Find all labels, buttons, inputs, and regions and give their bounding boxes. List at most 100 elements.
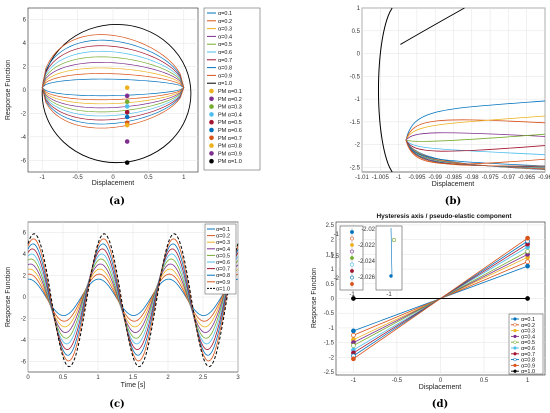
panel-c-legend-label: α=0.5 (216, 253, 230, 259)
panel-a-legend-label: α=0.9 (218, 73, 232, 79)
panel-d-inset2-xtick: -1 (386, 292, 392, 298)
panel-a-ytick: -2 (21, 111, 27, 117)
panel-b-series-curve (405, 132, 546, 141)
panel-d-legend-marker (513, 352, 517, 356)
panel-b-xtick: -0.965 (518, 175, 536, 181)
panel-b-xtick: -0.99 (428, 175, 442, 181)
panel-c-legend-label: α=0.8 (216, 273, 230, 279)
panel-c-series-curve (27, 243, 239, 356)
panel-a-series-alpha-1.0 (41, 23, 192, 164)
panel-a-legend-label: α=0.3 (218, 27, 232, 33)
panel-c: 0 0.5 1 1.5 2 2.5 3 6 4 2 0 -2 -4 -6 Time [s] Respons… (5, 221, 240, 410)
panel-d-legend-label: α=1.0 (521, 369, 535, 375)
panel-c-xlabel: Time [s] (121, 382, 146, 389)
panel-a: -1 -0.5 0 0.5 1 6 4 2 0 -2 -4 -6 Displacement Respo… (5, 7, 261, 207)
panel-d-inset1-xtick: -1 (349, 292, 355, 298)
panel-a-xlabel: Displacement (92, 180, 134, 187)
panel-d-xtick: -1 (351, 378, 357, 384)
panel-d-ytick: 1 (331, 267, 335, 273)
panel-b-xtick: -0.995 (408, 175, 426, 181)
panel-b-ytick: 0.5 (352, 29, 361, 35)
panel-d-series-marker (525, 235, 530, 241)
panel-a-legend-label: PM α=0.8 (218, 144, 242, 150)
panel-d-ytick: -2.5 (324, 370, 335, 376)
panel-d-series-marker (525, 249, 530, 254)
panel-d-inset1-ytick: -1 (334, 232, 340, 238)
panel-c-xtick: 0 (26, 375, 30, 381)
panel-a-pm-point (124, 139, 130, 144)
panel-a-legend-dot (209, 112, 214, 117)
panel-c-ytick: -2 (21, 316, 27, 322)
panel-b-ytick: -0.5 (350, 74, 361, 80)
panel-d-xtick: -0.5 (392, 378, 403, 384)
panel-a-legend-dot (209, 135, 214, 141)
panel-a-legend-label: PM α=0.7 (218, 136, 242, 142)
panel-a-series-curve (41, 34, 185, 129)
panel-d-xtick: 1 (526, 378, 530, 384)
panel-c-ytick: -4 (21, 338, 27, 344)
panel-d-series-marker (351, 332, 356, 338)
panel-d-legend-marker (513, 323, 517, 327)
panel-d-ytick: -1 (329, 326, 335, 332)
panel-d-legend-marker (513, 369, 517, 373)
panel-a-legend-label: PM α=0.4 (218, 112, 242, 118)
panel-b-xlabel: Displacement (432, 181, 474, 188)
panel-d-caption: (d) (432, 399, 448, 410)
panel-b-xtick: -0.98 (465, 175, 479, 181)
panel-a-legend-label: α=0.5 (218, 42, 232, 48)
panel-d-inset1-marker (350, 282, 354, 286)
panel-d-ytick: -2 (329, 355, 335, 361)
panel-a-xtick: 0 (111, 175, 115, 181)
panel-b-ytick: 1 (357, 6, 361, 12)
panel-c-legend-label: α=0.7 (216, 267, 230, 273)
panel-b-xtick: -1.005 (372, 175, 390, 181)
panel-d-ytick: 2.5 (326, 223, 335, 229)
panel-d-inset1-marker (350, 249, 354, 254)
panel-c-series-curve (27, 248, 239, 350)
panel-d-ytick: 0 (331, 297, 335, 303)
panel-c-caption: (c) (109, 399, 125, 410)
panel-a-legend-label: PM α=0.9 (218, 151, 242, 157)
panel-b-series-curve-lower (405, 140, 546, 167)
panel-d-xtick: 0.5 (480, 378, 489, 384)
panel-a-legend-dot (209, 127, 214, 133)
panel-d-inset1-marker (350, 262, 354, 267)
panel-a-legend-dot (209, 119, 214, 125)
panel-c-xtick: 3 (236, 375, 240, 381)
panel-d-legend-label: α=0.1 (521, 317, 535, 323)
panel-d-legend-label: α=0.2 (521, 323, 535, 329)
panel-c-xtick: 0.5 (59, 375, 68, 381)
panel-b-series-curve (405, 139, 546, 156)
panel-d-inset2-line (390, 227, 393, 277)
panel-d-inset1-marker (350, 243, 354, 247)
panel-b-xtick: -0.97 (502, 175, 516, 181)
panel-c-ylabel: Response Function (5, 267, 12, 327)
panel-b-ytick: -2.5 (350, 165, 361, 171)
panel-c-ytick: 4 (23, 252, 27, 258)
panel-d-ytick: 0.5 (326, 282, 335, 288)
panel-a-pm-point (124, 104, 130, 109)
panel-a-legend-label: α=0.2 (218, 19, 232, 25)
panel-a-pm-point (124, 114, 130, 120)
panel-c-series-curve (27, 273, 239, 322)
panel-a-legend-label: PM α=0.2 (218, 97, 242, 103)
panel-c-ytick: 2 (23, 274, 27, 280)
panel-a-ytick: -6 (21, 158, 27, 164)
panel-d-legend-marker (513, 328, 517, 333)
panel-a-pm-point (124, 109, 130, 115)
panel-d-legend-marker (513, 357, 517, 362)
panel-b-series-curve (405, 139, 546, 167)
panel-d-inset2-ytick: -2.026 (358, 275, 376, 281)
panel-a-xtick: 1 (182, 175, 186, 181)
panel-d-xlabel: Displacement (419, 384, 461, 391)
panel-a-legend-label: α=0.8 (218, 66, 232, 72)
panel-c-xtick: 1.5 (129, 375, 138, 381)
panel-d-series-marker (351, 296, 356, 301)
panel-d-legend-label: α=0.7 (521, 352, 535, 358)
panel-a-legend-dot (209, 143, 214, 148)
panel-b-series-curve (405, 115, 546, 141)
panel-a-legend-dot (209, 88, 214, 94)
panel-a-xtick: -0.5 (72, 175, 83, 181)
panel-d-inset-2 (375, 225, 403, 291)
panel-d-series-marker (351, 328, 356, 334)
